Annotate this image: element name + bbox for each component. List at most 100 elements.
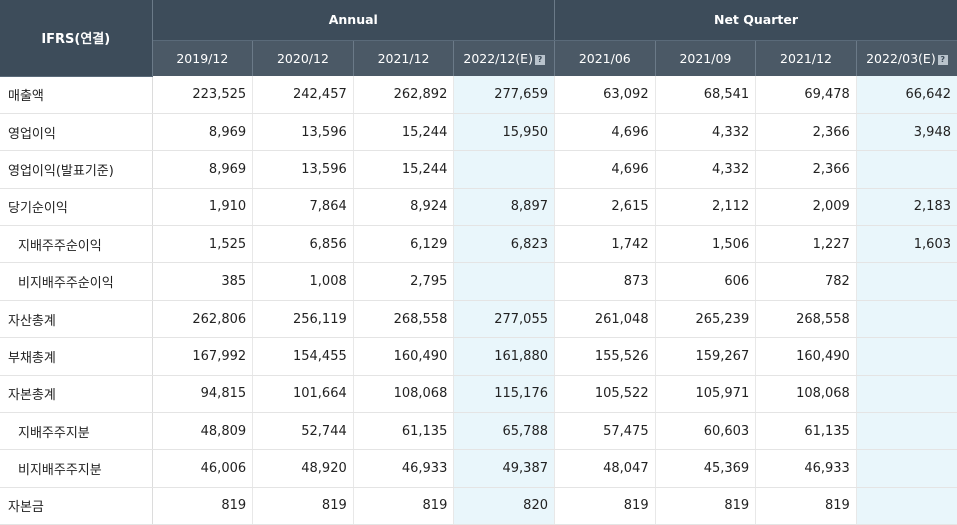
table-cell: 46,933 bbox=[755, 449, 857, 488]
table-cell: 101,664 bbox=[252, 375, 354, 414]
table-row: 비지배주주순이익 385 1,008 2,795 873 606 782 bbox=[0, 262, 957, 301]
table-cell: 65,788 bbox=[453, 412, 555, 451]
table-row: 비지배주주지분 46,006 48,920 46,933 49,387 48,047 45,… bbox=[0, 449, 957, 488]
table-cell: 46,006 bbox=[152, 449, 254, 488]
row-label: 지배주주지분 bbox=[0, 412, 153, 451]
table-cell: 1,008 bbox=[252, 262, 354, 301]
table-cell: 265,239 bbox=[655, 300, 757, 339]
table-cell: 2,795 bbox=[353, 262, 455, 301]
table-cell: 819 bbox=[353, 487, 455, 525]
table-cell: 819 bbox=[152, 487, 254, 525]
table-cell: 155,526 bbox=[554, 337, 656, 376]
table-cell: 15,950 bbox=[453, 113, 555, 152]
table-cell: 256,119 bbox=[252, 300, 354, 339]
table-cell: 3,948 bbox=[856, 113, 957, 152]
table-cell: 6,129 bbox=[353, 225, 455, 264]
table-cell: 2,112 bbox=[655, 188, 757, 227]
table-cell: 105,971 bbox=[655, 375, 757, 414]
table-cell: 262,892 bbox=[353, 76, 455, 114]
column-header-label: 2019/12 bbox=[176, 50, 229, 66]
column-header: 2020/12 bbox=[252, 40, 354, 76]
column-header: 2022/12(E)? bbox=[453, 40, 555, 76]
table-cell: 68,541 bbox=[655, 76, 757, 114]
row-label: 부채총계 bbox=[0, 337, 153, 376]
column-header-label: 2022/12(E) bbox=[463, 50, 533, 66]
table-cell: 873 bbox=[554, 262, 656, 301]
table-cell: 8,924 bbox=[353, 188, 455, 227]
row-label: 비지배주주지분 bbox=[0, 449, 153, 488]
table-cell: 61,135 bbox=[755, 412, 857, 451]
table-cell: 606 bbox=[655, 262, 757, 301]
table-cell bbox=[856, 337, 957, 376]
table-cell: 223,525 bbox=[152, 76, 254, 114]
table-cell: 154,455 bbox=[252, 337, 354, 376]
table-cell: 115,176 bbox=[453, 375, 555, 414]
row-label: 영업이익 bbox=[0, 113, 153, 152]
table-cell: 160,490 bbox=[755, 337, 857, 376]
row-label: 지배주주순이익 bbox=[0, 225, 153, 264]
table-cell: 277,055 bbox=[453, 300, 555, 339]
table-cell: 57,475 bbox=[554, 412, 656, 451]
table-row: 지배주주지분 48,809 52,744 61,135 65,788 57,475 60,6… bbox=[0, 412, 957, 451]
table-cell: 94,815 bbox=[152, 375, 254, 414]
table-cell: 160,490 bbox=[353, 337, 455, 376]
row-label: 비지배주주순이익 bbox=[0, 262, 153, 301]
table-cell: 161,880 bbox=[453, 337, 555, 376]
help-icon[interactable]: ? bbox=[534, 54, 545, 65]
table-cell bbox=[856, 412, 957, 451]
table-row: 당기순이익 1,910 7,864 8,924 8,897 2,615 2,112 2,009… bbox=[0, 188, 957, 227]
table-cell bbox=[856, 449, 957, 488]
table-cell: 4,332 bbox=[655, 113, 757, 152]
table-cell: 7,864 bbox=[252, 188, 354, 227]
table-cell: 268,558 bbox=[755, 300, 857, 339]
table-row: 영업이익 8,969 13,596 15,244 15,950 4,696 4,332 2,3… bbox=[0, 113, 957, 152]
table-cell: 2,009 bbox=[755, 188, 857, 227]
corner-header: IFRS(연결) bbox=[0, 0, 153, 77]
table-row: 자본금 819 819 819 820 819 819 819 bbox=[0, 487, 957, 525]
table-cell: 13,596 bbox=[252, 113, 354, 152]
quarter-group-header: Net Quarter bbox=[554, 0, 957, 41]
table-cell: 8,969 bbox=[152, 113, 254, 152]
table-cell: 108,068 bbox=[353, 375, 455, 414]
table-cell: 61,135 bbox=[353, 412, 455, 451]
column-header-label: 2020/12 bbox=[276, 50, 329, 66]
table-cell: 2,366 bbox=[755, 113, 857, 152]
table-cell: 1,910 bbox=[152, 188, 254, 227]
table-cell: 2,615 bbox=[554, 188, 656, 227]
table-header: IFRS(연결) Annual Net Quarter 2019/12 2020/… bbox=[0, 0, 957, 77]
table-cell: 1,525 bbox=[152, 225, 254, 264]
table-cell: 60,603 bbox=[655, 412, 757, 451]
table-row: 자산총계 262,806 256,119 268,558 277,055 261,048 2… bbox=[0, 300, 957, 339]
table-cell bbox=[856, 375, 957, 414]
table-cell: 66,642 bbox=[856, 76, 957, 114]
table-cell: 63,092 bbox=[554, 76, 656, 114]
table-cell: 159,267 bbox=[655, 337, 757, 376]
table-cell: 819 bbox=[755, 487, 857, 525]
annual-group-header: Annual bbox=[152, 0, 556, 41]
help-icon[interactable]: ? bbox=[937, 54, 948, 65]
row-label: 매출액 bbox=[0, 76, 153, 114]
table-cell: 1,227 bbox=[755, 225, 857, 264]
table-row: 영업이익(발표기준) 8,969 13,596 15,244 4,696 4,332 2,3… bbox=[0, 150, 957, 189]
table-cell: 1,603 bbox=[856, 225, 957, 264]
table-cell: 108,068 bbox=[755, 375, 857, 414]
table-cell: 52,744 bbox=[252, 412, 354, 451]
table-cell: 819 bbox=[655, 487, 757, 525]
table-cell bbox=[453, 150, 555, 189]
table-row: 자본총계 94,815 101,664 108,068 115,176 105,522 10… bbox=[0, 375, 957, 414]
table-cell bbox=[856, 487, 957, 525]
row-label: 당기순이익 bbox=[0, 188, 153, 227]
table-body: 매출액 223,525 242,457 262,892 277,659 63,092 68,… bbox=[0, 76, 957, 525]
table-cell: 385 bbox=[152, 262, 254, 301]
table-row: 매출액 223,525 242,457 262,892 277,659 63,092 68,… bbox=[0, 76, 957, 114]
table-cell: 69,478 bbox=[755, 76, 857, 114]
table-cell: 13,596 bbox=[252, 150, 354, 189]
row-label: 자본총계 bbox=[0, 375, 153, 414]
table-cell bbox=[856, 300, 957, 339]
column-header-label: 2021/06 bbox=[578, 50, 631, 66]
table-cell: 2,183 bbox=[856, 188, 957, 227]
table-cell bbox=[856, 150, 957, 189]
column-header: 2021/12 bbox=[755, 40, 857, 76]
table-cell: 4,696 bbox=[554, 150, 656, 189]
